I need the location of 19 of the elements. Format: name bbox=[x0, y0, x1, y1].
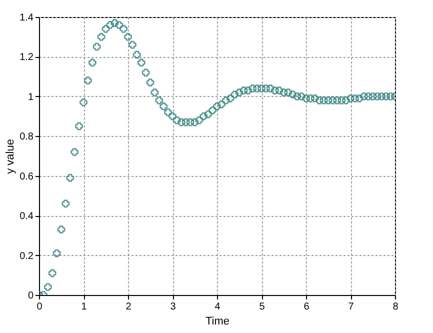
x-tick-label: 5 bbox=[259, 302, 266, 312]
y-tick-label: 0.2 bbox=[20, 250, 34, 262]
y-tick-label: 1.2 bbox=[20, 52, 34, 64]
x-tick-label: 7 bbox=[348, 302, 354, 312]
y-tick-label: 1 bbox=[28, 92, 34, 103]
x-tick-label: 8 bbox=[392, 302, 399, 312]
y-axis-title: y value bbox=[4, 139, 17, 174]
x-tick-label: 4 bbox=[214, 302, 221, 312]
x-tick-label: 0 bbox=[36, 302, 43, 312]
x-tick-label: 6 bbox=[304, 302, 310, 312]
y-tick-label: 0.8 bbox=[20, 132, 34, 143]
x-tick-label: 2 bbox=[126, 302, 132, 312]
x-tick-label: 1 bbox=[81, 302, 88, 312]
y-tick-label: 1.4 bbox=[20, 12, 34, 24]
y-tick-label: 0.6 bbox=[20, 171, 34, 182]
y-tick-label: 0.4 bbox=[20, 211, 34, 222]
y-tick-label: 0 bbox=[28, 290, 34, 302]
x-axis-title: Time bbox=[205, 316, 230, 328]
x-tick-label: 3 bbox=[170, 302, 176, 312]
